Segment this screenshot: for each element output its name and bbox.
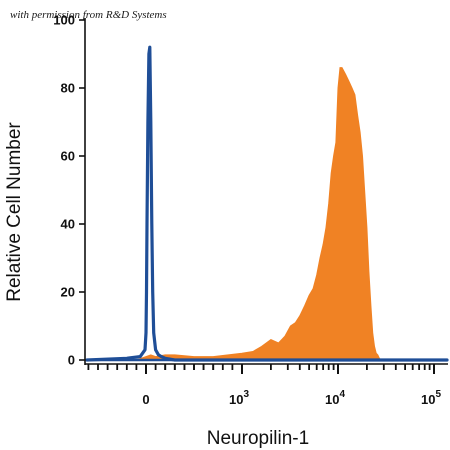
x-tick-label: 104 — [325, 389, 345, 407]
isotype-histogram — [85, 45, 449, 362]
y-tick-label: 0 — [68, 353, 75, 368]
y-tick-label: 60 — [61, 149, 75, 164]
labels-layer: 0 20 40 60 80 100 0 103 104 105 — [53, 13, 441, 408]
x-axis-title: Neuropilin-1 — [207, 428, 309, 449]
x-tick-label: 0 — [142, 392, 149, 407]
x-tick-label: 103 — [229, 389, 249, 407]
y-tick-label: 40 — [61, 217, 75, 232]
stained-histogram — [87, 67, 447, 361]
x-tick-label: 105 — [421, 389, 441, 407]
y-tick-label: 100 — [53, 13, 75, 28]
y-tick-label: 20 — [61, 285, 75, 300]
y-axis-title: Relative Cell Number — [4, 122, 25, 302]
axes-layer — [79, 18, 448, 374]
series-layer — [85, 45, 449, 362]
y-tick-label: 80 — [61, 81, 75, 96]
watermark: with permission from R&D Systems — [10, 9, 167, 21]
